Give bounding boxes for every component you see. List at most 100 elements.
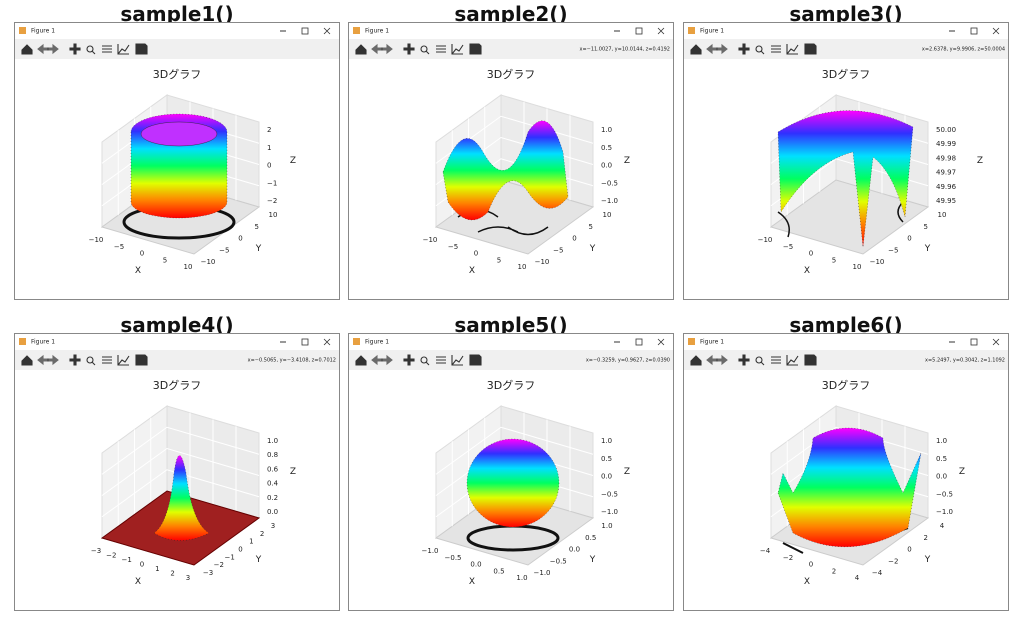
surface-inner — [140, 121, 218, 147]
y-tick-label: −0.5 — [550, 557, 567, 565]
z-axis-label: Z — [624, 467, 630, 477]
y-tick-label: 2 — [260, 530, 264, 538]
toolbar-button[interactable] — [738, 43, 750, 55]
x-tick-label: −0.5 — [445, 554, 462, 562]
toolbar-button[interactable] — [403, 43, 415, 55]
z-axis-label: Z — [959, 467, 965, 477]
close-button[interactable] — [323, 338, 331, 346]
z-axis-label: Z — [290, 156, 296, 166]
x-axis-label: X — [804, 266, 810, 276]
x-tick-label: −2 — [106, 552, 116, 560]
plot-title: 3Dグラフ — [487, 378, 535, 392]
y-tick-label: −1 — [225, 553, 235, 561]
title-bar — [349, 334, 673, 350]
toolbar-button[interactable] — [355, 355, 367, 366]
toolbar-button[interactable] — [755, 45, 765, 55]
z-tick-label: 0.5 — [601, 455, 612, 463]
z-tick-label: 50.00 — [936, 126, 956, 134]
toolbar-button[interactable] — [135, 43, 148, 55]
z-tick-label: 1.0 — [267, 437, 278, 445]
surface — [466, 438, 560, 528]
z-tick-label: 49.97 — [936, 169, 956, 177]
figure-window: Figure 13Dグラフ−10−505101050−5−10210−1−2XY… — [14, 22, 340, 300]
close-button[interactable] — [323, 27, 331, 35]
toolbar-button[interactable] — [47, 43, 59, 55]
toolbar — [684, 39, 1008, 59]
toolbar-button[interactable] — [451, 355, 464, 366]
app-icon — [353, 338, 360, 345]
y-tick-label: 10 — [938, 211, 947, 219]
z-tick-label: 49.99 — [936, 140, 956, 148]
toolbar-button[interactable] — [436, 356, 446, 364]
toolbar-button[interactable] — [381, 43, 393, 55]
y-tick-label: 10 — [603, 211, 612, 219]
toolbar-button[interactable] — [771, 356, 781, 364]
toolbar-button[interactable] — [786, 44, 799, 55]
window-title: Figure 1 — [700, 339, 724, 346]
toolbar-button[interactable] — [381, 354, 393, 366]
toolbar-button[interactable] — [738, 354, 750, 366]
z-tick-label: 0.5 — [601, 144, 612, 152]
x-tick-label: 5 — [497, 256, 501, 264]
toolbar-button[interactable] — [804, 354, 817, 366]
cursor-coordinates: x=2.6378, y=9.9906, z=50.0004 — [922, 47, 1005, 53]
toolbar-button[interactable] — [420, 45, 430, 55]
sample-heading: sample6() — [789, 313, 903, 337]
x-axis-label: X — [135, 577, 141, 587]
wall-grid-line — [101, 469, 260, 518]
toolbar-button[interactable] — [451, 44, 464, 55]
toolbar-button[interactable] — [436, 45, 446, 53]
x-tick-label: −5 — [114, 243, 124, 251]
x-tick-label: −1.0 — [422, 547, 439, 555]
z-tick-label: 1.0 — [601, 126, 612, 134]
toolbar-button[interactable] — [771, 45, 781, 53]
toolbar-button[interactable] — [755, 356, 765, 366]
x-tick-label: −4 — [760, 547, 771, 555]
x-tick-label: 0 — [474, 250, 478, 258]
toolbar-button[interactable] — [21, 44, 33, 55]
toolbar — [684, 350, 1008, 370]
plot-title: 3Dグラフ — [487, 67, 535, 81]
toolbar-button[interactable] — [47, 354, 59, 366]
toolbar-button[interactable] — [69, 354, 81, 366]
toolbar-button[interactable] — [117, 355, 130, 366]
y-tick-label: 5 — [924, 223, 928, 231]
toolbar-button[interactable] — [102, 45, 112, 53]
x-axis-label: X — [469, 266, 475, 276]
toolbar-button[interactable] — [469, 43, 482, 55]
toolbar-button[interactable] — [86, 45, 96, 55]
toolbar-button[interactable] — [690, 44, 702, 55]
toolbar-button[interactable] — [716, 354, 728, 366]
app-icon — [688, 338, 695, 345]
y-tick-label: 0.0 — [569, 546, 580, 554]
toolbar-button[interactable] — [786, 355, 799, 366]
x-tick-label: −3 — [91, 547, 101, 555]
toolbar-button[interactable] — [102, 356, 112, 364]
toolbar-button[interactable] — [355, 44, 367, 55]
close-button[interactable] — [657, 338, 665, 346]
window-title: Figure 1 — [31, 339, 55, 346]
z-tick-label: −0.5 — [936, 490, 953, 498]
z-tick-label: 0.5 — [936, 455, 947, 463]
cursor-coordinates: x=−11.0027, y=10.0144, z=0.4192 — [579, 47, 670, 53]
close-button[interactable] — [992, 338, 1000, 346]
x-tick-label: 3 — [186, 574, 190, 582]
y-tick-label: −10 — [201, 258, 216, 266]
toolbar-button[interactable] — [69, 43, 81, 55]
toolbar-button[interactable] — [690, 355, 702, 366]
toolbar-button[interactable] — [716, 43, 728, 55]
toolbar-button[interactable] — [135, 354, 148, 366]
toolbar-button[interactable] — [804, 43, 817, 55]
close-button[interactable] — [992, 27, 1000, 35]
toolbar-button[interactable] — [117, 44, 130, 55]
toolbar-button[interactable] — [469, 354, 482, 366]
toolbar-button[interactable] — [21, 355, 33, 366]
toolbar-button[interactable] — [403, 354, 415, 366]
floor — [769, 179, 930, 255]
close-button[interactable] — [657, 27, 665, 35]
app-icon — [19, 27, 26, 34]
toolbar-button[interactable] — [86, 356, 96, 366]
wall-grid-line — [435, 426, 594, 475]
toolbar-button[interactable] — [420, 356, 430, 366]
